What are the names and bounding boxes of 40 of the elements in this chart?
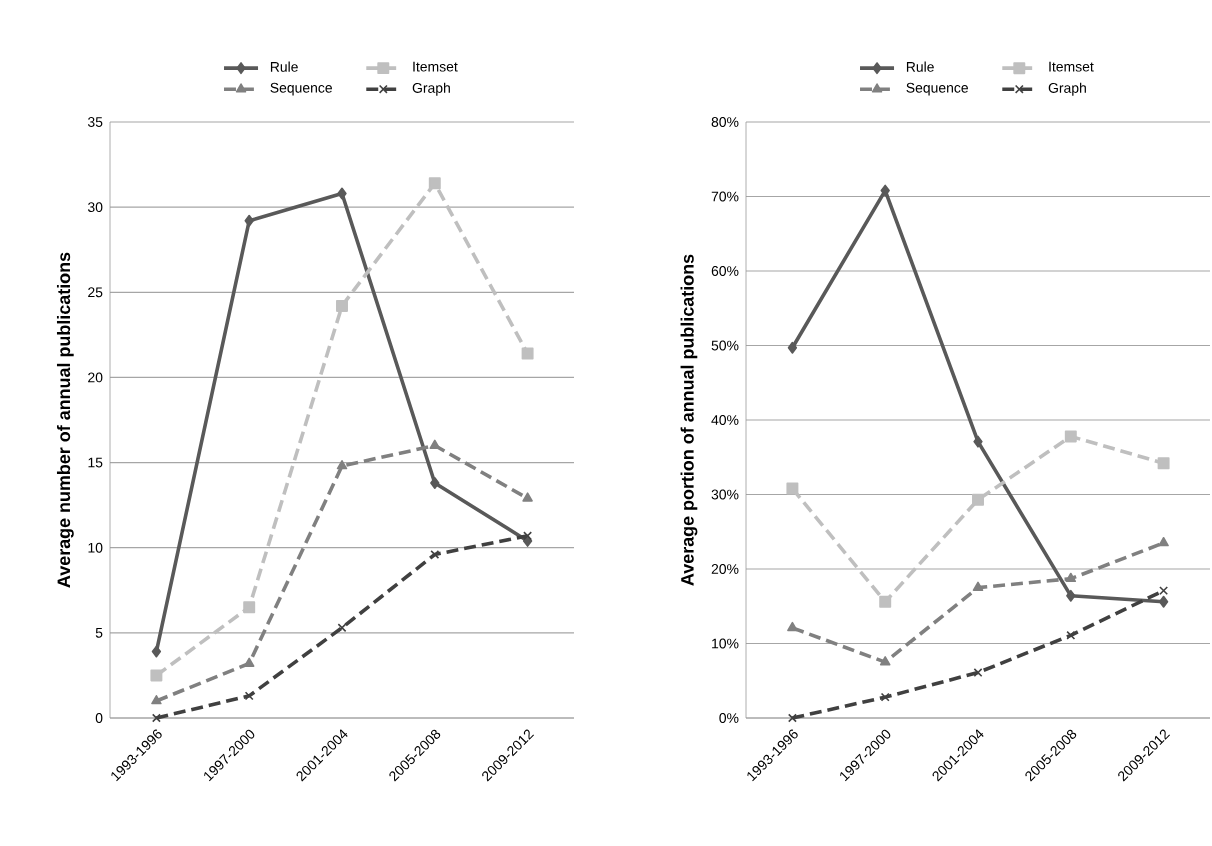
point [523,531,533,541]
point [244,691,254,701]
point [1159,586,1169,596]
point [244,214,254,227]
point [336,299,348,312]
point [1158,595,1169,608]
point [428,177,441,190]
point [336,460,348,470]
point [973,435,983,448]
point [1064,430,1077,443]
point [429,439,441,449]
point [1066,589,1076,602]
point [786,482,799,495]
y-axis-title: Average portion of annual publications [680,254,698,586]
point [522,492,533,502]
point [787,341,798,354]
point [1157,457,1170,470]
point [1065,572,1077,583]
point [337,623,347,633]
point [430,550,440,559]
point [879,656,891,666]
point [150,669,163,682]
point [880,692,890,702]
point [972,493,984,506]
point [879,595,892,608]
point [787,713,797,723]
y-axis-title: Average number of annual publications [56,252,74,588]
point [151,645,162,658]
point [1158,536,1169,547]
point [151,713,161,723]
point [243,601,256,614]
point [521,347,534,360]
point [972,581,984,592]
point [337,187,347,200]
point [151,694,162,705]
point [880,184,890,197]
point [973,668,983,678]
point [430,477,440,489]
point [787,621,798,632]
point [1066,630,1076,640]
